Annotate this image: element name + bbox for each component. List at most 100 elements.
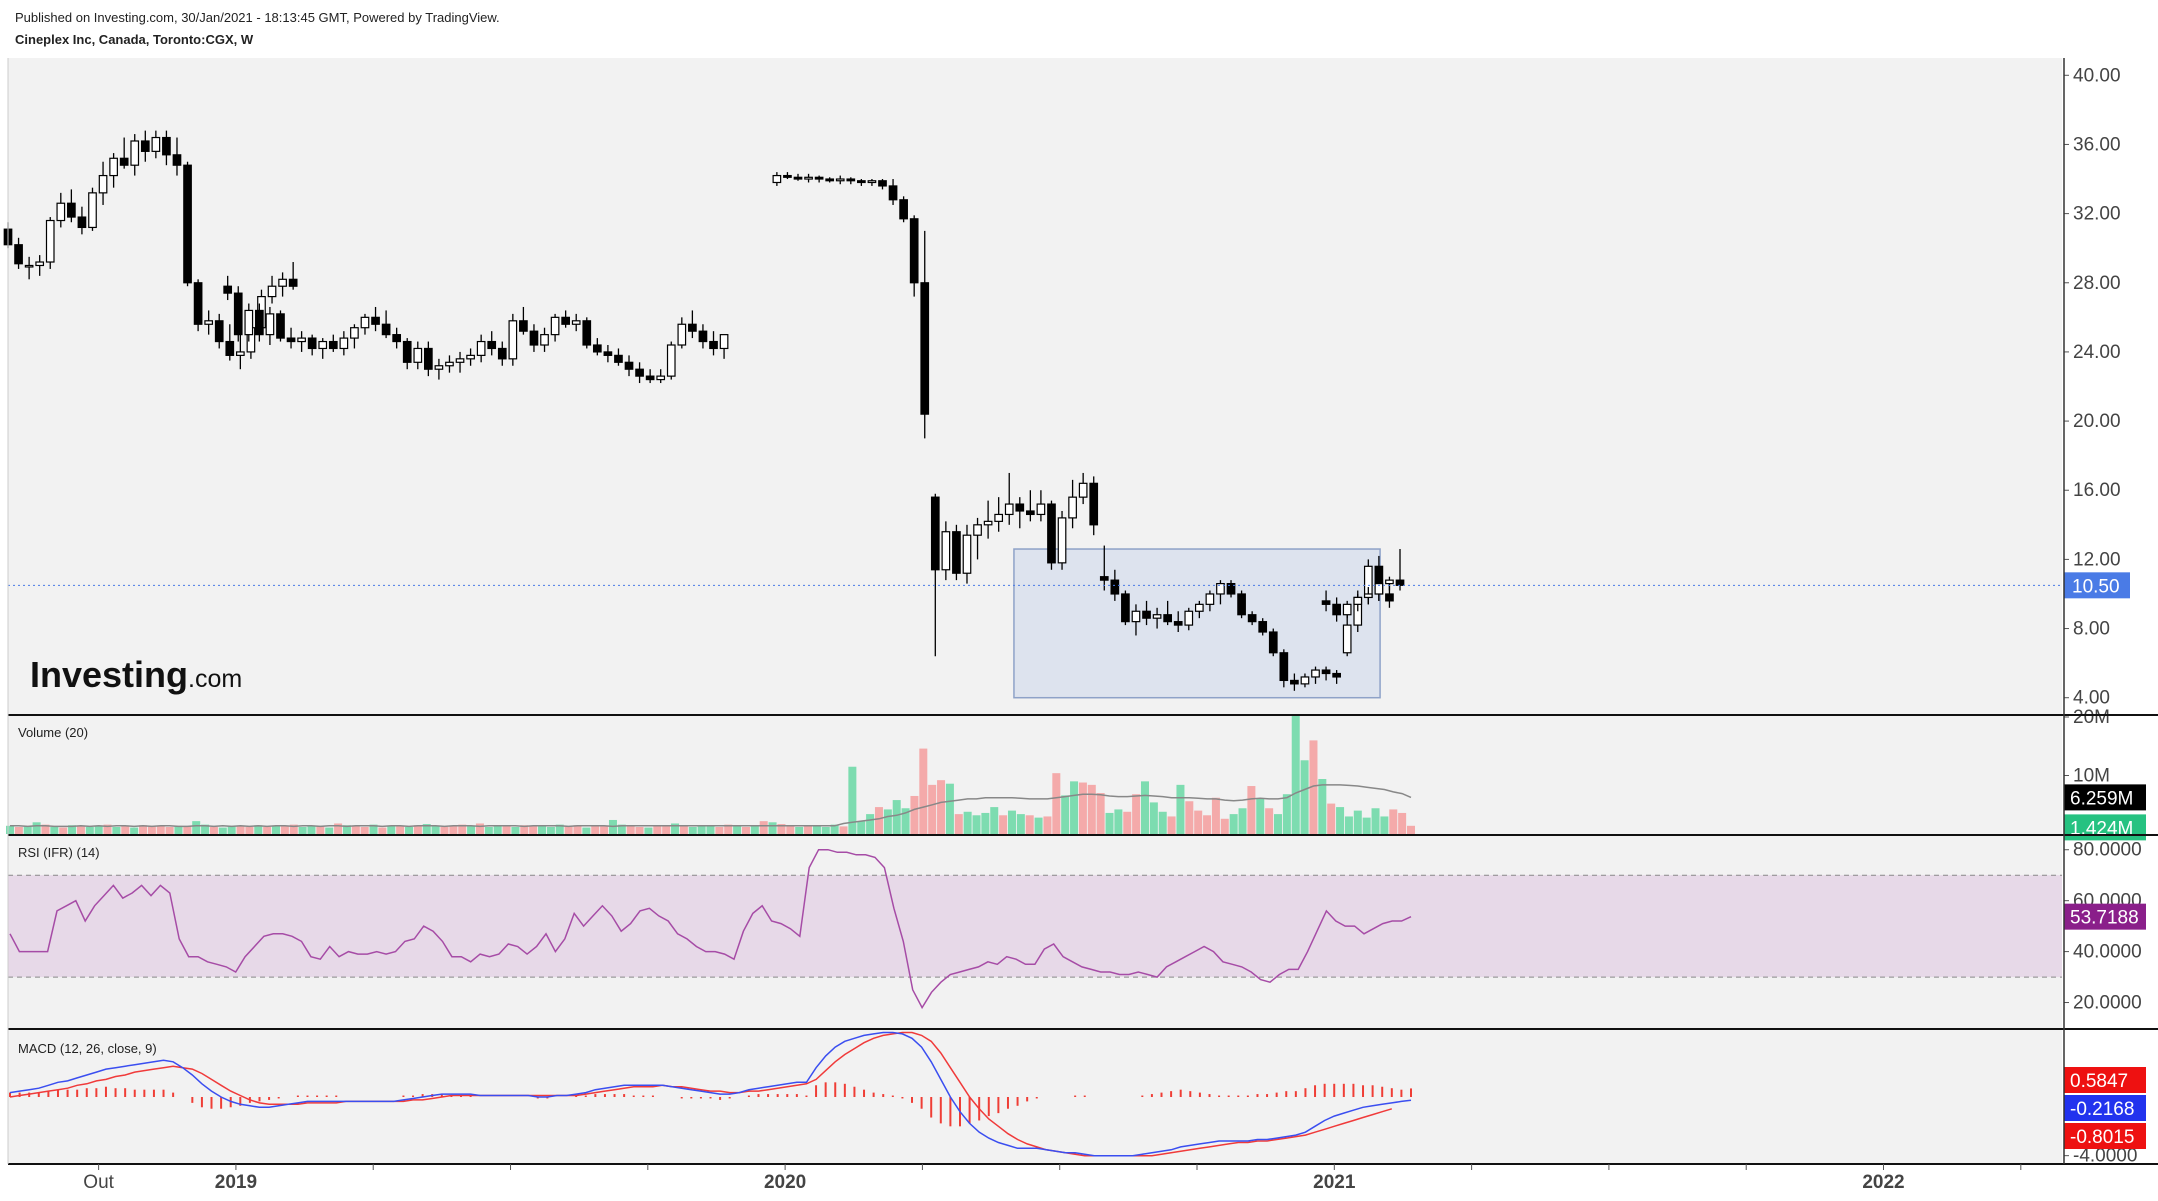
volume-bar-down [316,825,325,834]
candle-down [582,320,592,346]
candle-up [278,278,287,287]
candle-up [45,219,55,263]
volume-bar-down [280,826,289,834]
volume-bar-down [165,826,174,834]
macd-tag-label: -0.8015 [2070,1127,2134,1148]
last-price-tag [2064,572,2130,599]
volume-bar-down [777,824,786,834]
macd-signal-line [9,1031,1393,1157]
volume-bar-up [857,821,866,834]
candle-down [1015,503,1025,512]
candle-down [223,285,233,294]
candle-down [225,340,235,356]
candle-down [1395,579,1405,586]
volume-bar-up [848,766,857,834]
volume-bar-up [830,824,839,834]
volume-bar-up [112,826,121,834]
candle-up [962,534,972,574]
volume-bar-down [724,824,733,834]
volume-bar-up [387,825,396,834]
candle-up [1342,624,1352,654]
candle-up [350,327,359,339]
volume-bar-down [209,826,218,834]
candle-up [339,337,349,350]
candle-up [1311,669,1320,678]
candles-2019 [223,275,729,384]
candle-down [286,337,296,343]
volume-bar-down [139,825,148,834]
volume-bar-up [795,826,804,834]
candle-down [952,531,961,574]
volume-bar-down [121,826,130,834]
volume-bar-down [289,824,298,834]
candle-down [1026,510,1035,516]
x-tick-label: 2020 [764,1172,806,1193]
volume-bar-down [378,827,387,834]
volume-bar-up [493,825,502,834]
candle-down [140,140,150,152]
candle-up [1068,496,1077,519]
candle-down [793,176,803,180]
candle-down [233,292,243,336]
volume-bar-down [41,824,50,834]
volume-bar-up [1149,802,1158,834]
volume-bar-up [990,807,999,834]
volume-bar-up [227,825,236,834]
candle-down [1173,621,1183,626]
candle-down [371,316,380,325]
candle-up [476,340,486,356]
volume-bar-up [192,821,201,834]
candle-down [1321,600,1331,605]
volume-bar-down [928,784,937,834]
volume-bar-down [334,823,343,834]
candle-down [783,174,792,178]
volume-bar-up [768,822,777,834]
volume-bar-up [405,826,414,834]
candle-up [656,375,666,381]
volume-bar-down [1132,794,1141,834]
volume-bar-down [14,826,23,834]
candle-up [973,524,982,536]
candle-up [666,344,676,377]
candle-down [307,337,317,350]
candle-down [930,496,940,571]
volume-bar-down [653,825,662,834]
volume-bar-down [662,826,671,834]
volume-bar-down [679,825,688,834]
rsi-line [9,848,1412,1010]
candle-down [814,176,824,180]
volume-bar-up [1007,810,1016,834]
volume-bar-down [236,826,245,834]
volume-bar-down [591,825,600,834]
x-tick-label: 2019 [215,1172,257,1193]
volume-bar-down [741,826,750,834]
candle-up [994,513,1004,522]
candle-down [645,375,655,381]
rsi-last-tag [2064,903,2146,930]
volume-bar-up [688,826,697,834]
volume-bar-down [910,795,919,834]
candle-up [550,316,560,336]
candle-up [88,192,97,229]
price-tick-label: 20.00 [2073,411,2121,432]
volume-bar-up [85,826,94,834]
volume-bar-up [617,824,626,834]
volume-bar-down [1211,797,1220,834]
logo-brand: Investing [30,654,188,695]
macd-tick-label: -4.0000 [2073,1146,2137,1167]
logo-suffix: .com [188,665,242,693]
rsi-tick-label: 40.0000 [2073,942,2142,963]
candle-down [77,216,87,229]
candle-up [1342,603,1352,616]
published-note: Published on Investing.com, 30/Jan/2021 … [15,10,500,25]
candle-down [1237,593,1246,616]
candle-up [35,261,45,267]
volume-bar-up [511,826,520,834]
candle-up [1152,614,1162,619]
volume-bar-up [963,811,972,834]
price-tick-label: 12.00 [2073,549,2121,570]
candle-up [297,337,306,343]
candle-down [1258,621,1268,633]
